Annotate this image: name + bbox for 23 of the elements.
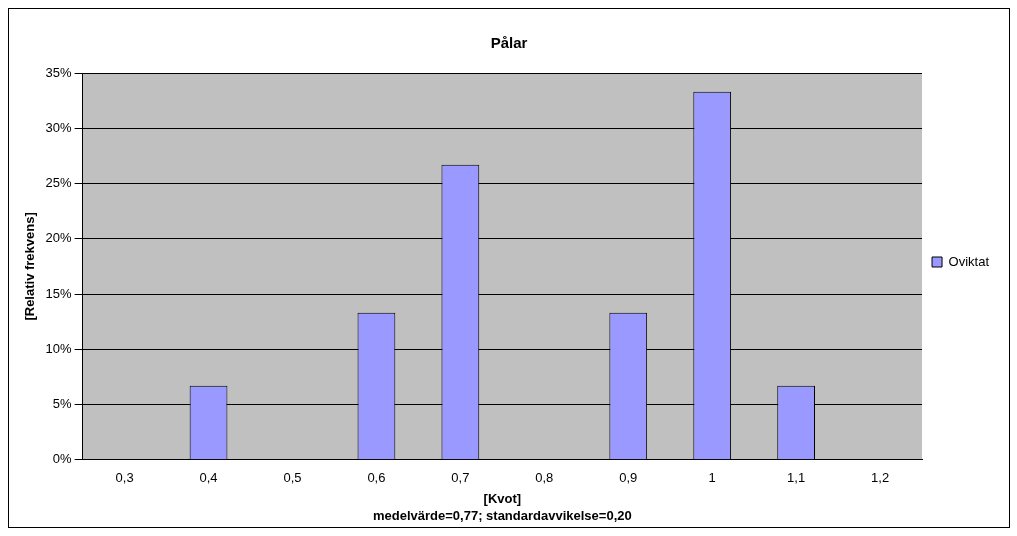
x-tick-label: 0,4 (199, 470, 218, 486)
y-tick-label: 0% (52, 451, 73, 467)
y-tick-label: 15% (45, 285, 73, 301)
y-tick-label: 25% (45, 175, 73, 191)
x-tick-label: 0,6 (367, 470, 386, 486)
chart-title: Pålar (490, 34, 528, 52)
text: medelvärde=0,77; standardavvikelse=0,20 (372, 508, 632, 524)
y-tick-label: 35% (45, 64, 73, 80)
x-tick-label: 1,1 (787, 470, 806, 486)
y-tick-label: 20% (45, 230, 73, 246)
x-tick-label: 0,7 (451, 470, 470, 486)
legend-label: Oviktat (948, 253, 990, 269)
x-axis-title: [Kvot] (483, 490, 522, 506)
x-tick-label: 0,5 (283, 470, 302, 486)
y-axis-title: [Relativ frekvens] (22, 212, 38, 321)
x-tick-label: 0,3 (115, 470, 134, 486)
x-tick-label: 0,8 (535, 470, 554, 486)
y-tick-label: 30% (45, 119, 73, 135)
x-tick-label: 1 (708, 470, 716, 486)
y-tick-label: 5% (52, 396, 73, 412)
x-tick-label: 1,2 (871, 470, 890, 486)
x-tick-label: 0,9 (619, 470, 638, 486)
y-tick-label: 10% (45, 340, 73, 356)
